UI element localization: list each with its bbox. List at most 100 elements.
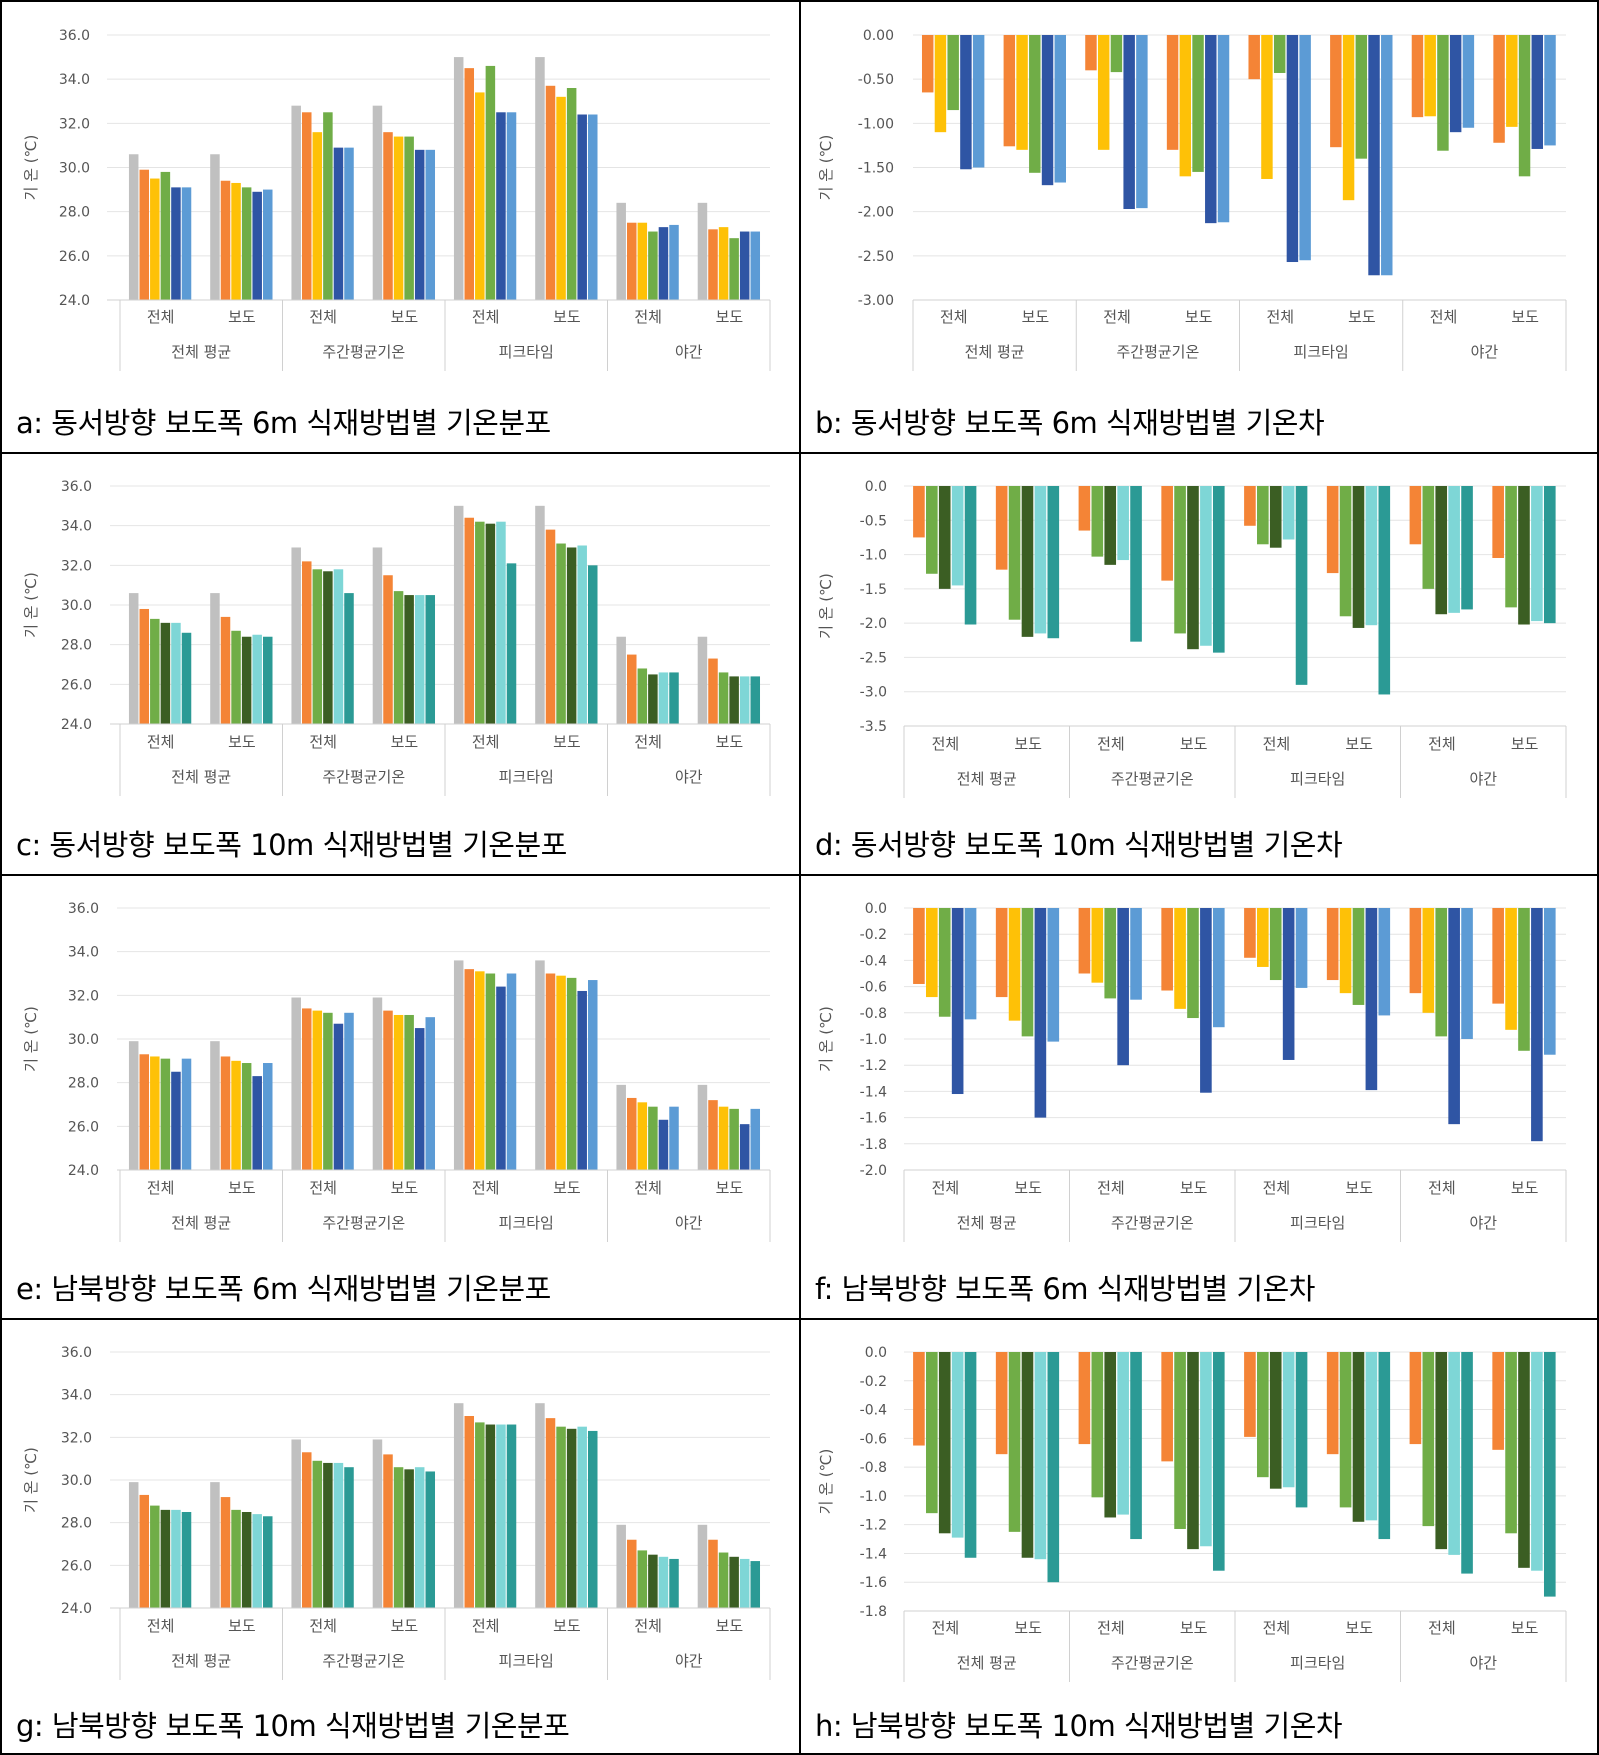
- chart-a: 36.034.032.030.028.026.024.0기 온 (℃)전체 보도 전…: [22, 28, 771, 371]
- bar: [291, 997, 301, 1170]
- bar: [1217, 35, 1230, 223]
- bar: [729, 238, 739, 300]
- y-tick-label: 28.0: [59, 205, 90, 221]
- bar: [566, 977, 577, 1170]
- bar: [588, 114, 598, 300]
- bar: [464, 1416, 475, 1608]
- bar: [1091, 1352, 1104, 1498]
- bar: [1123, 35, 1135, 210]
- bar: [556, 96, 566, 300]
- bar: [729, 1108, 739, 1170]
- y-axis-label: 기 온 (℃): [817, 1006, 835, 1072]
- bar: [1261, 35, 1273, 179]
- bar: [485, 523, 496, 724]
- x-group-label: 전체 평균: [171, 1652, 231, 1670]
- x-category-label: 전체: [1428, 735, 1456, 753]
- bar: [1091, 486, 1104, 557]
- bar: [718, 1552, 729, 1608]
- bar: [926, 1352, 938, 1514]
- y-tick-label: -0.4: [860, 953, 887, 969]
- bar: [1161, 1352, 1173, 1462]
- bar: [637, 1550, 648, 1608]
- x-group-label: 피크타임: [499, 1214, 554, 1232]
- bar: [1326, 1352, 1339, 1455]
- bar: [1054, 35, 1066, 183]
- bar: [1104, 1352, 1117, 1518]
- y-tick-label: 36.0: [61, 1345, 92, 1361]
- bar: [160, 1509, 171, 1608]
- y-tick-label: -0.2: [860, 927, 887, 943]
- bar: [669, 224, 679, 300]
- y-tick-label: -2.50: [858, 249, 894, 265]
- x-group-label: 주간평균기온: [1111, 1214, 1194, 1232]
- bar: [750, 231, 761, 300]
- bar: [1409, 908, 1422, 994]
- bar: [1244, 908, 1256, 958]
- bar: [425, 1017, 436, 1170]
- bar: [739, 676, 750, 724]
- bar: [1078, 1352, 1091, 1445]
- bar: [1047, 1352, 1060, 1583]
- x-group-label: 전체 평균: [957, 1214, 1017, 1232]
- bar: [425, 149, 436, 300]
- bar: [1448, 1352, 1460, 1555]
- y-tick-label: 32.0: [61, 558, 92, 574]
- bar: [648, 231, 658, 300]
- bar: [1273, 35, 1286, 73]
- y-tick-label: 28.0: [68, 1076, 99, 1092]
- y-tick-label: -2.0: [860, 1163, 887, 1179]
- bar: [302, 112, 312, 300]
- bar: [1110, 35, 1123, 73]
- y-tick-label: -0.50: [858, 72, 894, 88]
- bar: [323, 1462, 333, 1608]
- bar: [669, 1106, 679, 1170]
- y-tick-label: -1.2: [860, 1058, 887, 1074]
- x-group-label: 야간: [1469, 1214, 1497, 1232]
- bar: [1282, 1352, 1295, 1488]
- x-category-label: 보도: [1014, 1179, 1042, 1197]
- bar: [1200, 1352, 1212, 1547]
- y-tick-label: 26.0: [68, 1119, 99, 1135]
- bar: [1187, 486, 1199, 650]
- bar: [302, 1008, 312, 1170]
- x-category-label: 보도: [1511, 1179, 1539, 1197]
- bar: [333, 1023, 344, 1170]
- bar: [1365, 908, 1378, 1091]
- bar: [1409, 486, 1422, 545]
- y-tick-label: -2.00: [858, 205, 894, 221]
- y-tick-label: 0.00: [863, 28, 894, 44]
- bar: [913, 486, 925, 538]
- x-category-label: 전체: [1103, 308, 1131, 326]
- bar: [1435, 486, 1448, 615]
- bar: [128, 593, 139, 724]
- bar: [718, 672, 729, 724]
- bar: [181, 187, 192, 300]
- bar: [1326, 908, 1339, 981]
- bar: [1174, 486, 1186, 634]
- bar: [627, 1097, 637, 1170]
- bar: [475, 1422, 485, 1608]
- x-category-label: 전체: [147, 308, 175, 326]
- x-category-label: 보도: [1014, 1619, 1042, 1637]
- y-axis-label: 기 온 (℃): [22, 1006, 40, 1072]
- x-category-label: 보도: [716, 733, 744, 751]
- y-tick-label: -0.8: [860, 1460, 887, 1476]
- bar: [383, 575, 393, 724]
- bar: [1518, 486, 1530, 625]
- bar: [139, 608, 150, 724]
- bar: [220, 1497, 231, 1608]
- x-category-label: 보도: [1180, 1619, 1208, 1637]
- bar: [1205, 35, 1217, 224]
- bar: [291, 105, 301, 300]
- bar: [718, 227, 729, 301]
- bar: [1531, 486, 1543, 622]
- y-tick-label: 28.0: [61, 638, 92, 654]
- x-category-label: 전체: [309, 1179, 337, 1197]
- bar: [404, 595, 414, 724]
- bar: [1244, 486, 1256, 526]
- bar: [637, 1102, 648, 1170]
- y-tick-label: 26.0: [59, 249, 90, 265]
- bar: [1021, 1352, 1034, 1558]
- bar: [1078, 486, 1091, 531]
- bar: [934, 35, 947, 133]
